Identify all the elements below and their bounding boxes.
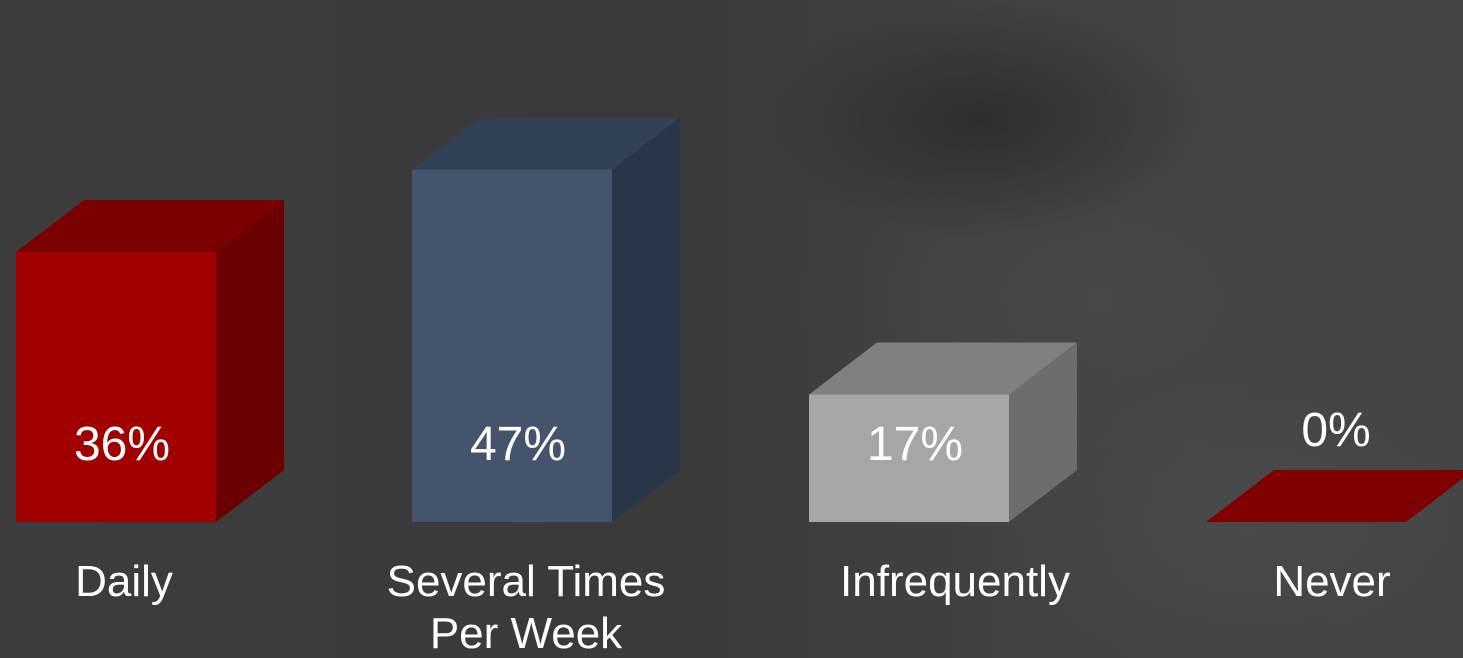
value-label-infrequently: 17% [867, 418, 963, 471]
category-label-never: Never [1273, 557, 1390, 606]
value-label-daily: 36% [74, 418, 170, 471]
bars-group [16, 118, 1463, 523]
category-label-line: Infrequently [840, 557, 1070, 606]
bar-never [1206, 470, 1463, 522]
category-label-infrequently: Infrequently [840, 557, 1070, 606]
category-label-line: Never [1273, 557, 1390, 606]
category-label-line: Per Week [430, 609, 623, 658]
bar-side-daily [216, 200, 284, 522]
bar-side-several-times-per-week [612, 118, 680, 523]
value-label-never: 0% [1301, 404, 1370, 457]
category-label-line: Daily [75, 557, 173, 606]
category-label-line: Several Times [387, 557, 666, 606]
category-label-daily: Daily [75, 557, 173, 606]
category-labels-group: Daily Several Times Per Week Infrequently Ne… [75, 557, 1391, 658]
bar-daily [16, 200, 284, 522]
bar-top-never [1206, 470, 1463, 522]
value-label-several-times-per-week: 47% [470, 418, 566, 471]
category-label-several-times-per-week: Several Times Per Week [387, 557, 666, 658]
bar-front-daily [16, 252, 216, 522]
